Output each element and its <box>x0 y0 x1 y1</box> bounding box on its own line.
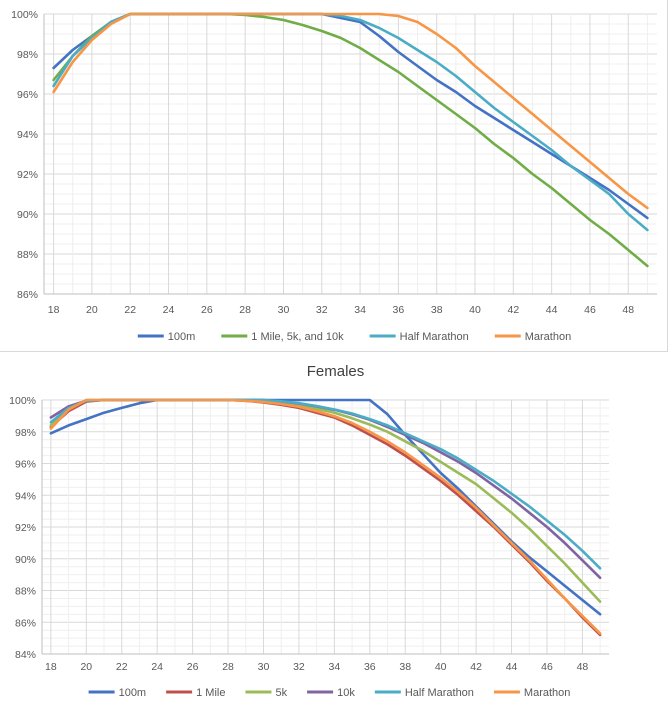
x-tick-label: 44 <box>506 661 518 673</box>
female-chart: Females 100% 98% 96% 94% 92% 90% 88% 86% 84% 18 20 2… <box>9 363 609 699</box>
y-tick-label: 90% <box>17 209 38 221</box>
x-tick-label: 38 <box>431 304 443 316</box>
legend-label: 10k <box>337 687 355 699</box>
y-tick-label: 88% <box>17 249 38 261</box>
x-tick-label: 32 <box>293 661 305 673</box>
legend-label: 100m <box>168 331 196 343</box>
x-tick-label: 20 <box>80 661 92 673</box>
x-tick-label: 34 <box>354 304 366 316</box>
x-tick-label: 30 <box>278 304 290 316</box>
x-tick-label: 42 <box>507 304 519 316</box>
chart-title: Females <box>307 363 365 380</box>
y-tick-label: 90% <box>15 554 36 566</box>
y-tick-label: 88% <box>15 586 36 598</box>
legend-label: Marathon <box>524 687 570 699</box>
y-tick-label: 96% <box>17 89 38 101</box>
series-line-5k <box>49 398 602 603</box>
x-tick-label: 40 <box>469 304 481 316</box>
y-tick-label: 94% <box>15 490 36 502</box>
legend-label: Marathon <box>525 331 571 343</box>
y-tick-label: 96% <box>15 459 36 471</box>
x-tick-label: 26 <box>187 661 199 673</box>
series-line-marathon <box>49 398 602 635</box>
top-chart-frame <box>0 0 668 352</box>
y-tick-label: 86% <box>15 617 36 629</box>
x-tick-label: 38 <box>399 661 411 673</box>
legend-label: Half Marathon <box>400 331 469 343</box>
x-tick-label: 26 <box>201 304 213 316</box>
series-line-half-marathon <box>52 12 649 232</box>
x-tick-label: 32 <box>316 304 328 316</box>
x-tick-label: 24 <box>151 661 163 673</box>
y-tick-label: 98% <box>15 427 36 439</box>
y-tick-label: 86% <box>17 289 38 301</box>
series-line-1-mile-5k-and-10k <box>52 12 649 268</box>
y-tick-label: 98% <box>17 49 38 61</box>
series-line-100m <box>49 398 602 616</box>
y-tick-label: 84% <box>15 649 36 661</box>
y-tick-label: 92% <box>17 169 38 181</box>
male-chart: 100% 98% 96% 94% 92% 90% 88% 86% 18 20 22 24 26 28 30 3… <box>11 9 657 343</box>
legend-label: 1 Mile, 5k, and 10k <box>251 331 344 343</box>
x-tick-label: 46 <box>541 661 553 673</box>
x-tick-label: 18 <box>45 661 57 673</box>
x-tick-label: 34 <box>329 661 341 673</box>
x-tick-label: 48 <box>577 661 589 673</box>
x-tick-label: 36 <box>364 661 376 673</box>
legend: 100m 1 Mile 5k 10k Half Marathon Marathon <box>88 687 570 699</box>
y-tick-label: 92% <box>15 522 36 534</box>
x-tick-label: 46 <box>584 304 596 316</box>
legend-label: 1 Mile <box>196 687 225 699</box>
legend-label: Half Marathon <box>405 687 474 699</box>
x-tick-label: 28 <box>222 661 234 673</box>
x-tick-label: 42 <box>470 661 482 673</box>
x-tick-label: 18 <box>48 304 60 316</box>
y-tick-label: 100% <box>11 9 38 21</box>
x-tick-label: 24 <box>163 304 175 316</box>
legend: 100m 1 Mile, 5k, and 10k Half Marathon Mara… <box>137 331 571 343</box>
y-tick-label: 94% <box>17 129 38 141</box>
series-line-100m <box>52 12 649 220</box>
x-tick-label: 48 <box>622 304 634 316</box>
legend-label: 5k <box>275 687 287 699</box>
x-tick-label: 20 <box>86 304 98 316</box>
x-tick-label: 36 <box>393 304 405 316</box>
series-line-marathon <box>52 12 649 210</box>
x-tick-label: 40 <box>435 661 447 673</box>
x-tick-label: 22 <box>116 661 128 673</box>
x-tick-label: 28 <box>239 304 251 316</box>
legend-label: 100m <box>119 687 147 699</box>
y-tick-label: 100% <box>9 395 36 407</box>
x-tick-label: 44 <box>546 304 558 316</box>
x-tick-label: 30 <box>258 661 270 673</box>
x-tick-label: 22 <box>124 304 136 316</box>
